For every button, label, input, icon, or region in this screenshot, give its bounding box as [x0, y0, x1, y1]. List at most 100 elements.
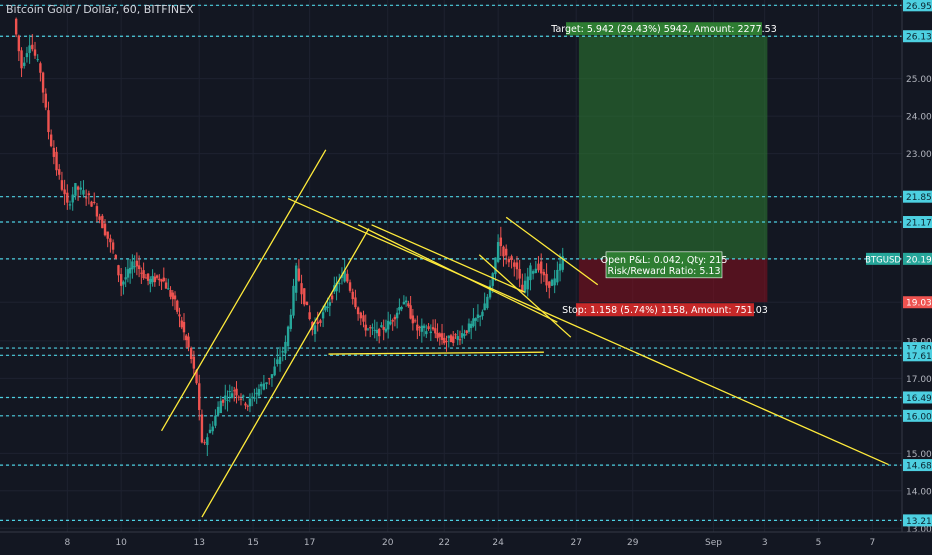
candle-body — [219, 400, 222, 414]
candle-body — [200, 414, 204, 443]
x-tick-label: 10 — [115, 538, 127, 548]
candle-body — [463, 333, 466, 336]
y-tick-label: 24.000 — [906, 113, 932, 123]
candle-body — [375, 329, 379, 334]
candle-body — [340, 274, 344, 278]
price-badge-text: 20.191 — [906, 255, 932, 265]
candle-body — [164, 282, 168, 289]
candle-body — [237, 396, 240, 398]
price-badge — [903, 349, 932, 362]
candle-body — [268, 378, 271, 380]
x-tick-label: 27 — [570, 538, 581, 548]
candle-body — [230, 393, 234, 398]
price-badge — [903, 296, 932, 309]
candle-body — [182, 322, 186, 333]
y-tick-label: 23.000 — [906, 150, 932, 160]
candle-body — [478, 316, 482, 318]
candle-body — [348, 282, 352, 291]
candle-body — [305, 301, 309, 306]
candle-body — [286, 326, 290, 347]
candle-body — [534, 268, 538, 274]
candle-body — [335, 282, 338, 292]
candle-body — [39, 63, 42, 73]
x-tick-label: 29 — [627, 538, 639, 548]
candle-body — [422, 325, 426, 329]
candle-body — [20, 50, 23, 69]
x-tick-label: 15 — [247, 538, 258, 548]
candle-body — [531, 271, 535, 274]
price-badge-text: 14.686 — [906, 462, 932, 472]
candle-body — [326, 306, 329, 309]
candle-body — [454, 334, 457, 336]
price-badge-text: 21.174 — [906, 219, 932, 229]
candle-body — [270, 374, 274, 378]
candle-body — [537, 263, 540, 271]
price-badge-text: 16.001 — [906, 412, 932, 422]
price-badge — [903, 391, 932, 404]
candle-body — [117, 265, 120, 276]
candle-body — [265, 382, 268, 385]
candle-body — [472, 318, 475, 327]
candle-body — [76, 186, 80, 190]
candle-body — [356, 307, 360, 315]
candle-body — [228, 391, 231, 393]
candle-body — [496, 242, 500, 262]
candle-body — [526, 276, 529, 290]
candle-body — [351, 291, 354, 300]
risk-reward-text: Risk/Reward Ratio: 5.13 — [607, 266, 720, 277]
candle-body — [499, 237, 503, 247]
candle-body — [316, 321, 319, 325]
candle-body — [208, 429, 212, 433]
candle-body — [474, 318, 477, 321]
candle-body — [224, 395, 227, 400]
candle-body — [226, 399, 229, 401]
pnl-box-bg — [605, 251, 723, 279]
candle-body — [233, 390, 236, 392]
candle-body — [114, 254, 117, 259]
candle-body — [411, 315, 415, 324]
candle-body — [140, 272, 143, 274]
x-tick-label: 20 — [382, 538, 394, 548]
candle-body — [25, 53, 29, 58]
candle-body — [366, 328, 370, 330]
open-pnl-text: Open P&L: 0.042, Qty: 215 — [601, 255, 728, 266]
stop-label-text: Stop: 1.158 (5.74%) 1158, Amount: 751.03 — [562, 305, 768, 316]
candle-body — [79, 187, 82, 190]
candle-body — [510, 256, 513, 260]
candle-body — [206, 437, 209, 446]
trendline — [505, 216, 599, 286]
price-badge-text: 26.133 — [906, 33, 932, 43]
candle-body — [449, 335, 453, 343]
candle-body — [321, 312, 325, 319]
candle-body — [494, 257, 497, 275]
candle-body — [41, 72, 45, 93]
candle-body — [153, 276, 157, 283]
candle-body — [31, 44, 34, 50]
candle-body — [556, 269, 559, 283]
candle-body — [561, 256, 564, 270]
trendline — [478, 254, 572, 338]
candle-body — [371, 327, 374, 329]
candle-body — [502, 246, 505, 257]
price-badge — [903, 459, 932, 472]
candle-body — [17, 35, 21, 52]
candle-body — [106, 231, 109, 239]
candle-body — [328, 302, 332, 306]
candle-body — [187, 336, 190, 348]
candle-body — [60, 180, 64, 190]
y-tick-label: 25.000 — [906, 75, 932, 85]
trendline — [357, 224, 558, 323]
candle-body — [404, 300, 408, 303]
price-badge — [903, 216, 932, 229]
candle-body — [553, 278, 556, 286]
candle-body — [429, 331, 433, 334]
candle-body — [126, 269, 130, 278]
price-badge — [903, 190, 932, 203]
candle-body — [362, 315, 365, 322]
price-badge-text: 13.210 — [906, 517, 932, 527]
candle-body — [452, 336, 455, 343]
candle-body — [458, 339, 462, 341]
